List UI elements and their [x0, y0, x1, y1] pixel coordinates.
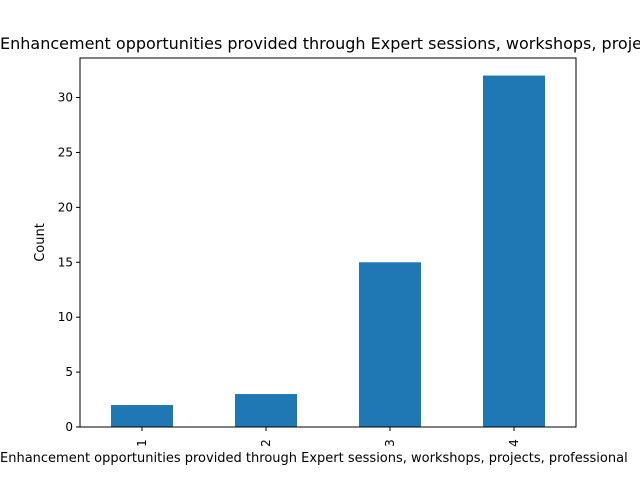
x-axis: 1 2 3 4: [135, 427, 521, 447]
bar-3: [359, 262, 421, 427]
bar-4: [483, 75, 545, 428]
y-tick-label-15: 15: [58, 255, 73, 269]
x-tick-label-2: 2: [259, 439, 273, 447]
x-axis-label: Enhancement opportunities provided throu…: [0, 451, 628, 466]
bars-group: [111, 75, 545, 428]
y-tick-label-5: 5: [65, 365, 73, 379]
bar-1: [111, 405, 173, 427]
y-tick-label-25: 25: [58, 145, 73, 159]
y-axis-label: Count: [33, 223, 48, 262]
x-tick-label-4: 4: [507, 439, 521, 447]
y-axis: 0 5 10 15 20 25 30: [58, 91, 80, 434]
y-tick-label-10: 10: [58, 310, 73, 324]
chart-title: Enhancement opportunities provided throu…: [0, 34, 640, 53]
y-tick-label-20: 20: [58, 200, 73, 214]
y-tick-label-0: 0: [65, 420, 73, 434]
bar-2: [235, 394, 297, 427]
y-tick-label-30: 30: [58, 91, 73, 105]
plot-area-frame: [79, 57, 577, 428]
x-tick-label-1: 1: [135, 439, 149, 447]
x-tick-label-3: 3: [383, 439, 397, 447]
